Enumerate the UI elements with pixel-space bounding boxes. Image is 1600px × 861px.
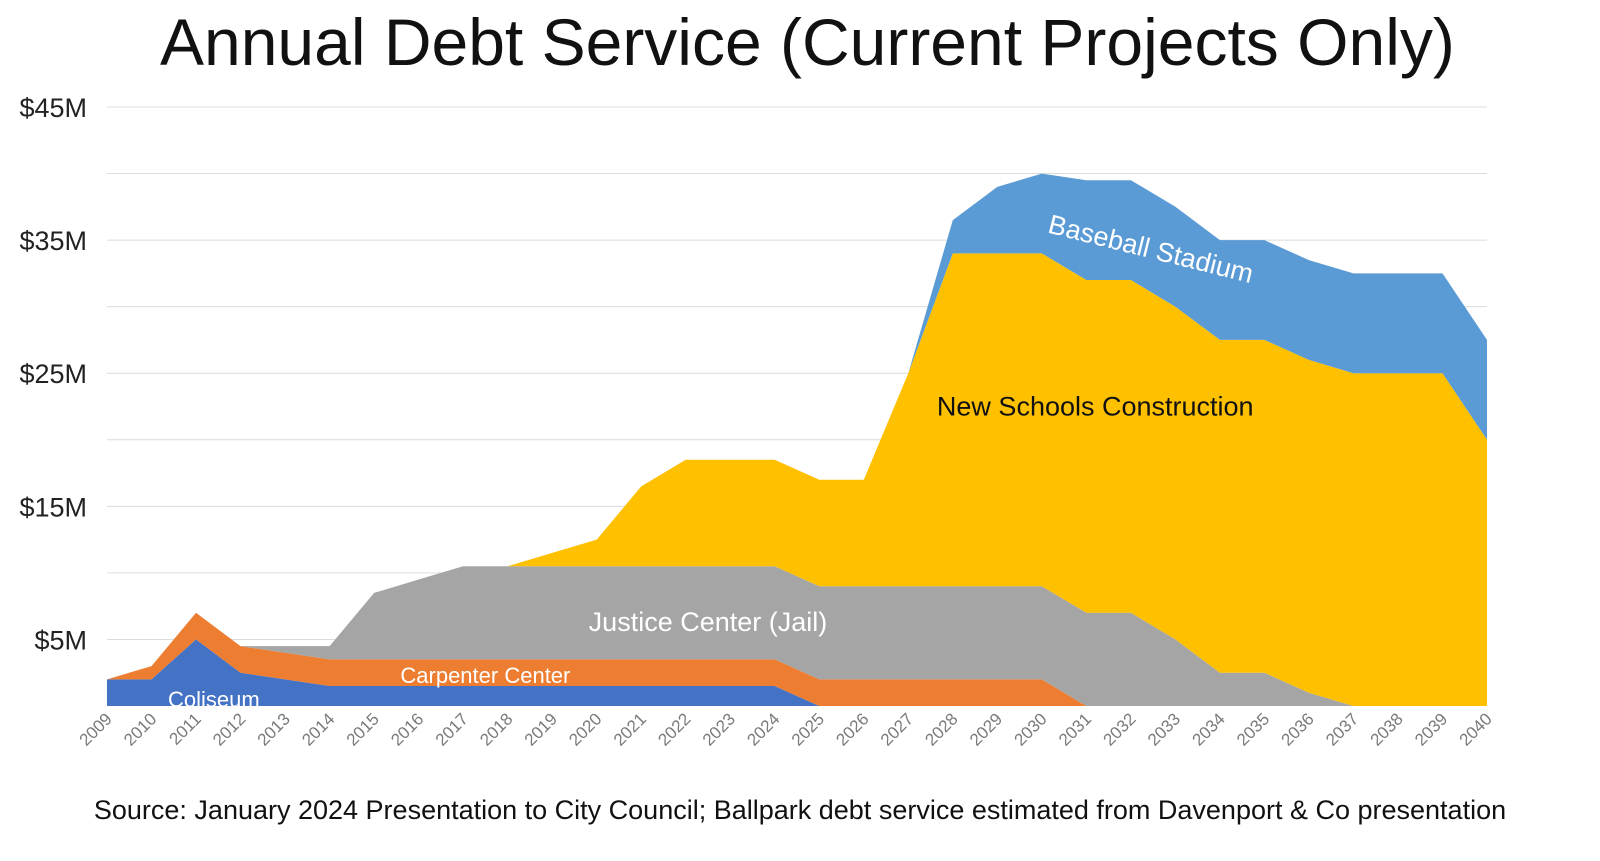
x-tick-label: 2021 [610, 709, 650, 749]
x-tick-label: 2029 [966, 709, 1006, 749]
x-tick-label: 2037 [1322, 709, 1362, 749]
x-tick-label: 2032 [1100, 709, 1140, 749]
x-tick-label: 2038 [1367, 709, 1407, 749]
area-carpenter-center [107, 612, 1487, 706]
x-tick-label: 2014 [298, 709, 338, 749]
y-tick-label: $35M [19, 226, 87, 256]
series-label-carpenter-center: Carpenter Center [400, 663, 570, 688]
x-tick-label: 2028 [921, 709, 961, 749]
x-tick-label: 2019 [521, 709, 561, 749]
x-tick-label: 2016 [387, 709, 427, 749]
x-tick-label: 2018 [476, 709, 516, 749]
source-note: Source: January 2024 Presentation to Cit… [93, 795, 1507, 825]
x-tick-label: 2034 [1189, 709, 1229, 749]
stacked-area-chart: $5M $15M $25M $35M $45M 2009 2010 2011 2012 2013… [19, 93, 1496, 750]
series-label-coliseum: Coliseum [168, 687, 260, 712]
x-tick-label: 2033 [1144, 709, 1184, 749]
x-tick-label: 2040 [1456, 709, 1496, 749]
x-tick-label: 2017 [432, 709, 472, 749]
x-tick-label: 2023 [699, 709, 739, 749]
x-tick-label: 2010 [120, 709, 160, 749]
x-axis-tick-labels: 2009 2010 2011 2012 2013 2014 2015 2016 2017 2018… [76, 709, 1496, 749]
series-label-justice-center-jail: Justice Center (Jail) [589, 607, 828, 637]
x-tick-label: 2039 [1411, 709, 1451, 749]
y-tick-label: $45M [19, 93, 87, 123]
area-new-schools-construction [107, 253, 1487, 706]
x-tick-label: 2030 [1010, 709, 1050, 749]
x-tick-label: 2035 [1233, 709, 1273, 749]
area-series [107, 173, 1487, 706]
x-tick-label: 2013 [254, 709, 294, 749]
x-tick-label: 2009 [76, 709, 116, 749]
chart-title: Annual Debt Service (Current Projects On… [160, 5, 1455, 79]
x-tick-label: 2025 [788, 709, 828, 749]
x-tick-label: 2026 [832, 709, 872, 749]
y-axis-tick-labels: $5M $15M $25M $35M $45M [19, 93, 87, 655]
y-tick-label: $5M [34, 625, 87, 655]
x-tick-label: 2020 [565, 709, 605, 749]
x-tick-label: 2036 [1278, 709, 1318, 749]
x-tick-label: 2011 [166, 709, 205, 748]
x-tick-label: 2027 [877, 709, 917, 749]
x-tick-label: 2015 [343, 709, 383, 749]
x-tick-label: 2031 [1055, 709, 1095, 749]
x-tick-label: 2012 [209, 709, 249, 749]
series-label-new-schools-construction: New Schools Construction [937, 392, 1254, 422]
y-tick-label: $15M [19, 492, 87, 522]
x-tick-label: 2024 [743, 709, 783, 749]
x-tick-label: 2022 [654, 709, 694, 749]
area-justice-center-jail [107, 566, 1487, 706]
y-tick-label: $25M [19, 359, 87, 389]
area-coliseum [107, 639, 1487, 706]
